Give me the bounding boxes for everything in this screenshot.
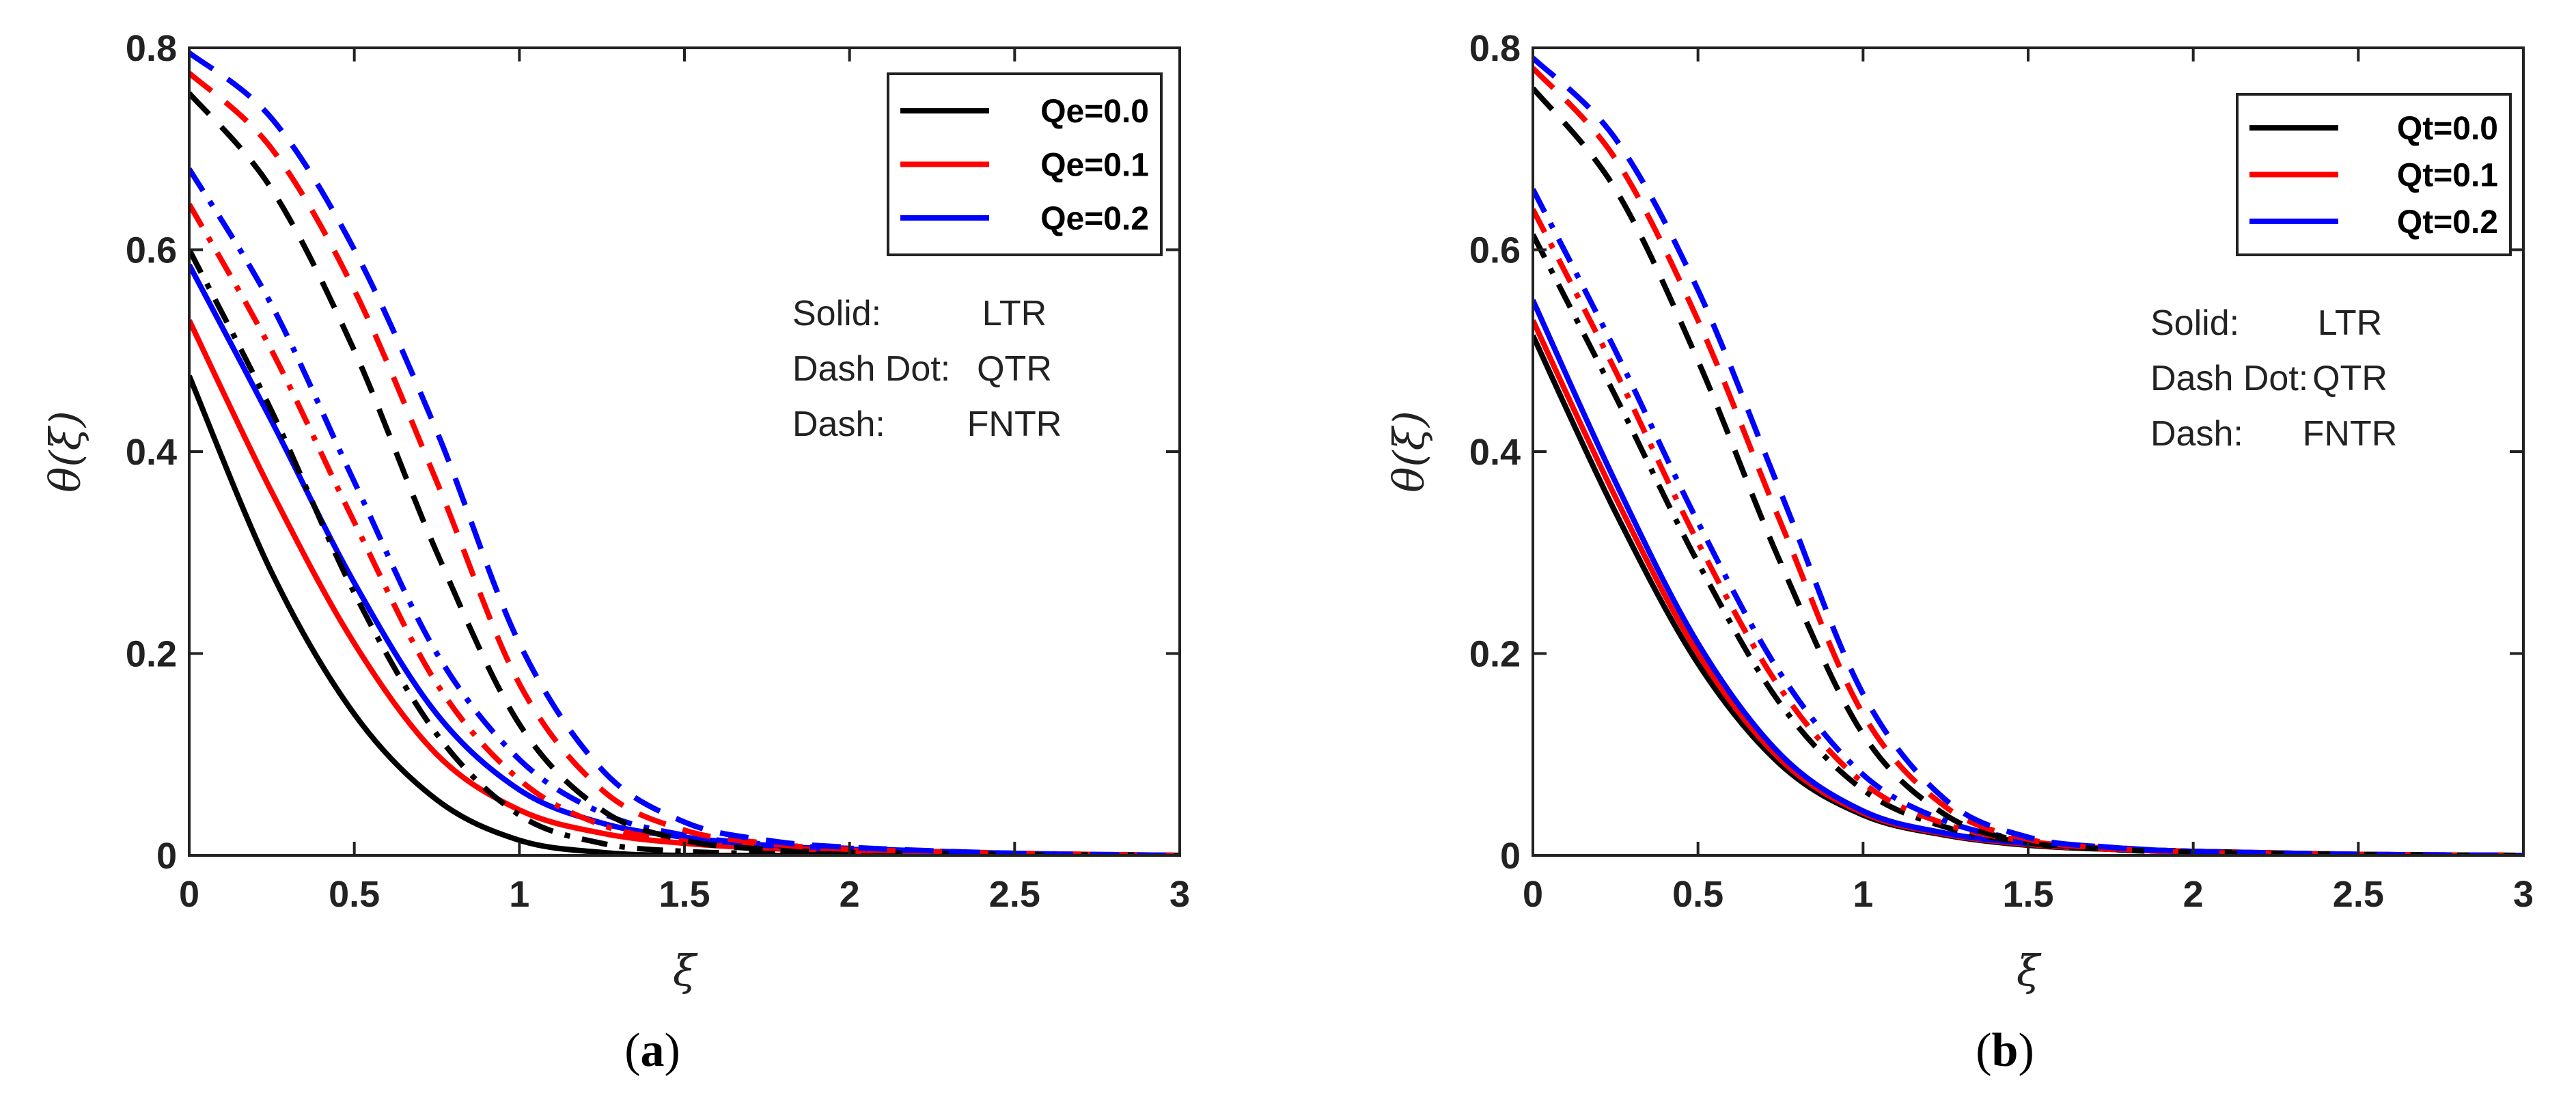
x-tick-label: 3 bbox=[2513, 874, 2534, 915]
legend-entry-label: Qt=0.1 bbox=[2397, 158, 2498, 194]
annotation-line-model: QTR bbox=[2312, 359, 2387, 398]
series-line-qe-0-0-fntr bbox=[189, 91, 1180, 855]
chart-panel-a: 0 0.5 1 1.5 2 2.5 300.20.40.60.8ξθ(ξ)Qe=0.0Qe=… bbox=[40, 28, 1190, 1077]
annotation-line-model: FNTR bbox=[967, 404, 1062, 444]
panel-label: (b) bbox=[1976, 1024, 2034, 1077]
y-tick-label: 0 bbox=[156, 836, 177, 877]
series-group bbox=[1533, 55, 2523, 855]
chart-panel-b: 0 0.5 1 1.5 2 2.5 300.20.40.60.8ξθ(ξ)Qt=0.0Qt=… bbox=[1384, 28, 2534, 1077]
legend-entry-label: Qt=0.0 bbox=[2397, 111, 2498, 147]
annotation-line-style: Dash: bbox=[2150, 414, 2243, 454]
panel-label-open: ( bbox=[624, 1024, 640, 1077]
panel-label: (a) bbox=[624, 1024, 680, 1077]
x-tick-label: 1 bbox=[509, 874, 529, 915]
y-tick-label: 0.6 bbox=[1469, 230, 1521, 271]
annotation-line-model: FNTR bbox=[2303, 414, 2398, 454]
x-tick-label: 1.5 bbox=[2002, 874, 2053, 915]
x-tick-label: 2 bbox=[2183, 874, 2204, 915]
panel-label-letter: b bbox=[1992, 1024, 2019, 1077]
legend: Qe=0.0 Qe=0.1 Qe=0.2 bbox=[887, 72, 1163, 256]
series-line-qe-0-2-fntr bbox=[189, 51, 1180, 855]
y-tick-label: 0.2 bbox=[126, 634, 177, 675]
panel-label-close: ) bbox=[665, 1024, 680, 1077]
annotation-line-model: LTR bbox=[982, 294, 1047, 333]
annotation-line-style: Dash Dot: bbox=[792, 349, 950, 389]
legend-entry-label: Qe=0.1 bbox=[1040, 148, 1149, 184]
x-axis-label: ξ bbox=[673, 946, 698, 995]
legend-entry-label: Qt=0.2 bbox=[2397, 204, 2498, 241]
series-line-qe-0-0-ltr bbox=[189, 374, 1180, 855]
annotation-line-style: Dash: bbox=[792, 404, 885, 444]
x-tick-label: 1 bbox=[1853, 874, 1873, 915]
x-tick-label: 0 bbox=[179, 874, 199, 915]
y-tick-label: 0.4 bbox=[126, 432, 177, 473]
y-tick-label: 0.8 bbox=[126, 28, 177, 69]
panel-label-letter: a bbox=[641, 1024, 665, 1077]
panel-label-open: ( bbox=[1976, 1024, 1991, 1077]
x-tick-label: 0.5 bbox=[329, 874, 380, 915]
x-axis-label: ξ bbox=[2017, 946, 2042, 995]
annotation-line-model: LTR bbox=[2318, 303, 2382, 343]
x-tick-label: 3 bbox=[1169, 874, 1190, 915]
y-tick-label: 0.2 bbox=[1469, 634, 1521, 675]
x-tick-label: 1.5 bbox=[659, 874, 710, 915]
annotation-line-style: Dash Dot: bbox=[2150, 359, 2308, 398]
x-tick-label: 2.5 bbox=[2333, 874, 2384, 915]
legend-entry-label: Qe=0.0 bbox=[1040, 94, 1149, 130]
panel-label-close: ) bbox=[2018, 1024, 2034, 1077]
y-tick-label: 0 bbox=[1500, 836, 1521, 877]
series-line-qt-0-2-qtr bbox=[1533, 188, 2523, 855]
x-tick-label: 0 bbox=[1523, 874, 1543, 915]
y-axis-label: θ(ξ) bbox=[40, 411, 90, 493]
x-tick-label: 2 bbox=[840, 874, 860, 915]
legend-entry-label: Qe=0.2 bbox=[1040, 201, 1149, 237]
series-line-qe-0-2-qtr bbox=[189, 167, 1180, 855]
series-line-qt-0-2-fntr bbox=[1533, 55, 2523, 855]
y-tick-label: 0.4 bbox=[1469, 432, 1521, 473]
legend: Qt=0.0 Qt=0.1 Qt=0.2 bbox=[2236, 93, 2512, 256]
annotation-line-style: Solid: bbox=[792, 294, 881, 333]
y-axis-label: θ(ξ) bbox=[1384, 411, 1434, 493]
y-tick-label: 0.8 bbox=[1469, 28, 1521, 69]
x-tick-label: 2.5 bbox=[989, 874, 1040, 915]
annotation-line-style: Solid: bbox=[2150, 303, 2239, 343]
y-tick-label: 0.6 bbox=[126, 230, 177, 271]
x-tick-label: 0.5 bbox=[1672, 874, 1723, 915]
annotation-line-model: QTR bbox=[977, 349, 1052, 389]
